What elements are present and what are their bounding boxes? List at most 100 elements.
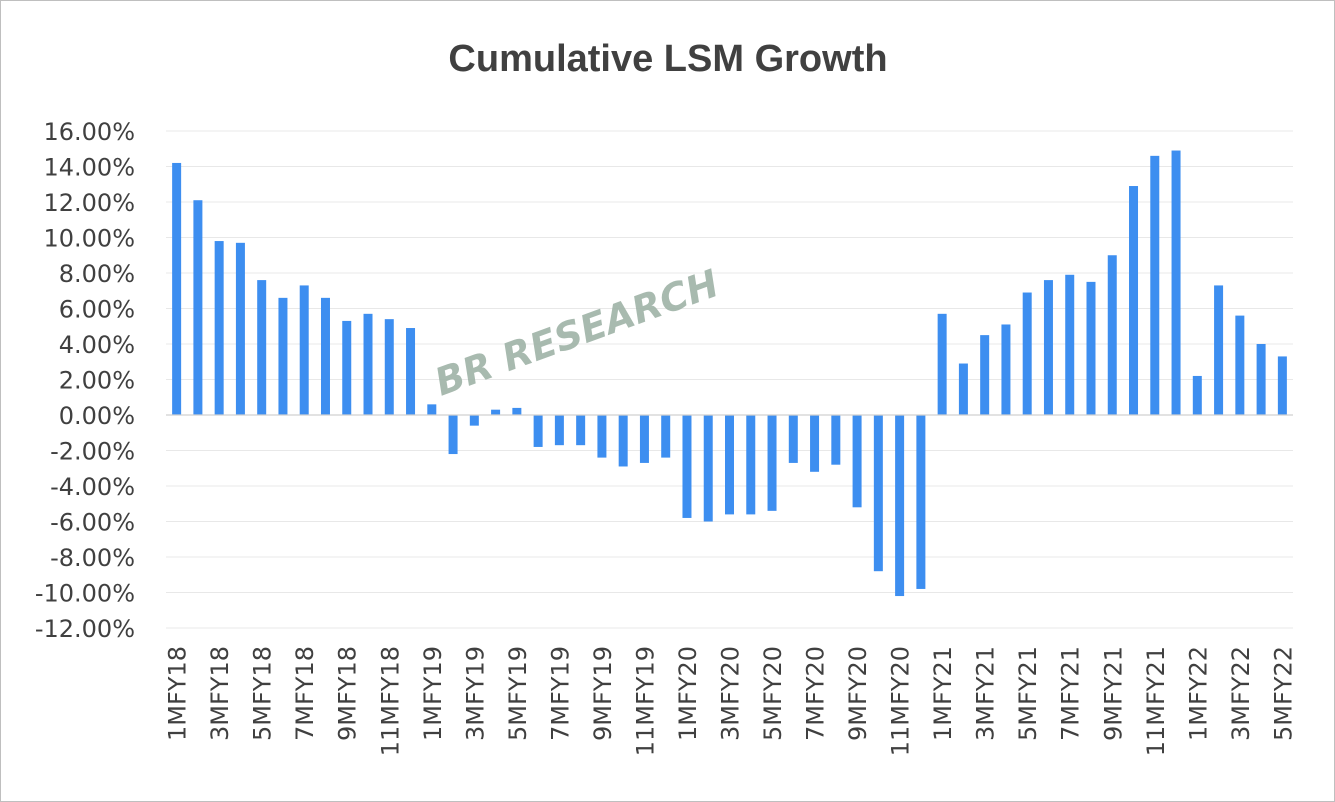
bars <box>172 150 1287 597</box>
y-tick-label: 10.00% <box>43 225 135 253</box>
x-tick-label: 1MFY18 <box>164 646 192 741</box>
watermark-text: BR RESEARCH <box>429 261 724 404</box>
bar <box>1043 280 1053 415</box>
bar <box>958 363 968 415</box>
chart-title: Cumulative LSM Growth <box>448 38 887 80</box>
y-tick-label: 12.00% <box>43 189 135 217</box>
bar <box>1086 281 1096 415</box>
bar <box>363 313 373 415</box>
x-tick-label: 5MFY21 <box>1014 646 1042 741</box>
bar <box>469 415 479 426</box>
y-tick-label: 6.00% <box>59 296 135 324</box>
x-tick-label: 1MFY20 <box>674 646 702 741</box>
bar <box>852 415 862 508</box>
bar <box>937 313 947 415</box>
bar <box>788 415 798 463</box>
bar <box>1107 255 1117 415</box>
bar <box>1235 315 1245 415</box>
y-tick-label: 16.00% <box>43 118 135 146</box>
bar <box>278 297 288 415</box>
bar <box>1065 274 1075 415</box>
bar <box>618 415 628 467</box>
bar <box>873 415 883 572</box>
bar <box>427 404 437 415</box>
y-axis-tick-labels: 16.00% 14.00% 12.00% 10.00% 8.00% 6.00% 4.00% 2… <box>35 118 135 643</box>
bar <box>639 415 649 463</box>
bar <box>512 407 522 415</box>
bar <box>661 415 671 458</box>
x-tick-label: 3MFY20 <box>717 646 745 741</box>
x-tick-label: 9MFY19 <box>589 646 617 741</box>
x-tick-label: 7MFY21 <box>1057 646 1085 741</box>
x-tick-label: 5MFY18 <box>249 646 277 741</box>
x-tick-label: 3MFY21 <box>972 646 1000 741</box>
bar <box>767 415 777 511</box>
bar <box>172 162 182 415</box>
bar <box>193 200 203 415</box>
bar <box>1277 356 1287 415</box>
x-tick-label: 1MFY21 <box>929 646 957 741</box>
bar <box>746 415 756 515</box>
bar <box>342 320 352 415</box>
bar <box>831 415 841 465</box>
bar <box>406 328 416 415</box>
bar <box>1022 292 1032 415</box>
bar <box>299 285 309 415</box>
bar <box>597 415 607 458</box>
x-tick-label: 11MFY19 <box>631 646 659 756</box>
y-tick-label: -12.00% <box>35 615 135 643</box>
bar <box>895 415 905 597</box>
y-tick-label: -2.00% <box>50 438 135 466</box>
y-tick-label: 14.00% <box>43 154 135 182</box>
y-tick-label: -8.00% <box>50 544 135 572</box>
x-tick-label: 3MFY22 <box>1227 646 1255 741</box>
bar <box>320 297 330 415</box>
bar <box>533 415 543 447</box>
y-tick-label: -4.00% <box>50 473 135 501</box>
x-tick-label: 5MFY19 <box>504 646 532 741</box>
x-tick-label: 9MFY18 <box>334 646 362 741</box>
x-axis-tick-labels: 1MFY18 3MFY18 5MFY18 7MFY18 9MFY18 11MFY18 1MF… <box>164 646 1298 756</box>
bar <box>554 415 564 446</box>
bar <box>682 415 692 518</box>
x-tick-label: 5MFY20 <box>759 646 787 741</box>
x-tick-label: 11MFY18 <box>376 646 404 756</box>
bar <box>257 280 267 415</box>
x-tick-label: 11MFY21 <box>1142 646 1170 756</box>
x-tick-label: 7MFY20 <box>802 646 830 741</box>
bar <box>725 415 734 515</box>
bar <box>1001 324 1011 415</box>
bar <box>491 409 501 415</box>
y-tick-label: 8.00% <box>59 260 135 288</box>
bar <box>384 319 394 415</box>
y-tick-label: 0.00% <box>59 402 135 430</box>
y-tick-label: 2.00% <box>59 367 135 395</box>
y-tick-label: 4.00% <box>59 331 135 359</box>
bar <box>1129 186 1139 415</box>
x-tick-label: 9MFY21 <box>1099 646 1127 741</box>
x-tick-label: 5MFY22 <box>1269 646 1297 741</box>
x-tick-label: 1MFY22 <box>1184 646 1212 741</box>
bar <box>448 415 458 455</box>
x-tick-label: 7MFY18 <box>291 646 319 741</box>
bar <box>703 415 713 522</box>
bar <box>1150 155 1160 415</box>
bar <box>810 415 820 472</box>
bar <box>1171 150 1181 415</box>
x-tick-label: 7MFY19 <box>546 646 574 741</box>
bar <box>980 335 990 415</box>
y-tick-label: -6.00% <box>50 509 135 537</box>
bar <box>1192 375 1202 415</box>
x-tick-label: 3MFY18 <box>206 646 234 741</box>
gridlines <box>166 130 1293 629</box>
bar <box>1256 344 1266 415</box>
bar <box>214 241 224 415</box>
x-tick-label: 11MFY20 <box>887 646 915 756</box>
bar <box>916 415 926 589</box>
x-tick-label: 9MFY20 <box>844 646 872 741</box>
y-tick-label: -10.00% <box>35 580 135 608</box>
bar <box>235 242 245 415</box>
bar <box>576 415 586 446</box>
